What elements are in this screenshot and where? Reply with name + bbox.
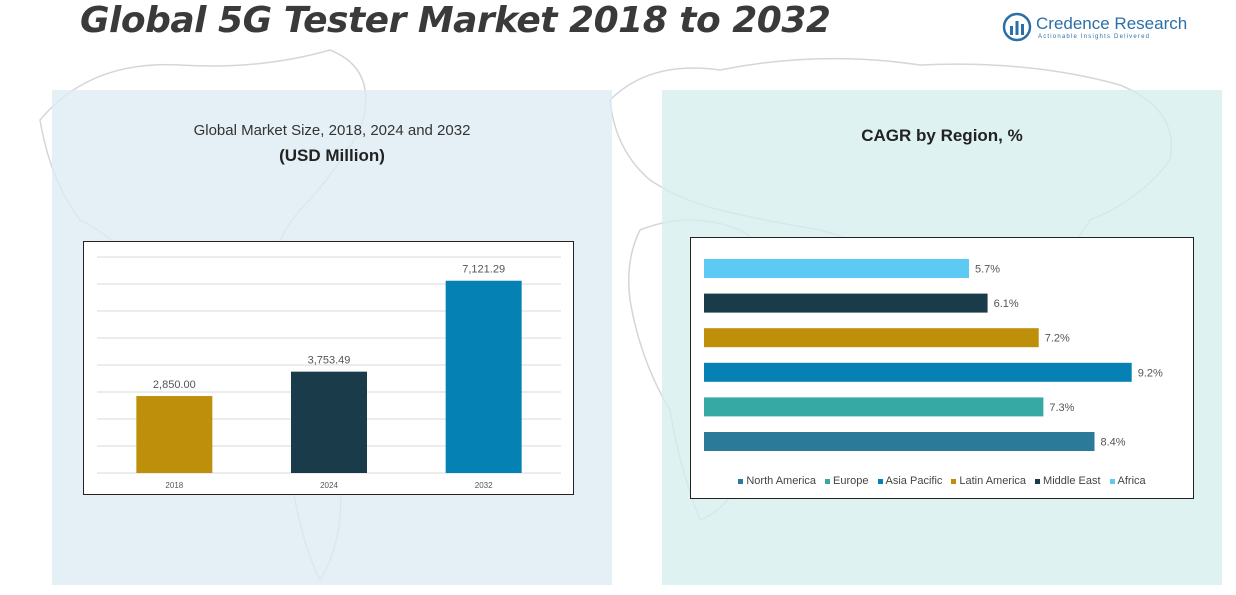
legend-item: Asia Pacific bbox=[877, 475, 943, 487]
logo-bars-icon bbox=[1002, 12, 1032, 42]
legend-label: North America bbox=[746, 475, 817, 487]
logo-tagline: Actionable Insights Delivered bbox=[1038, 34, 1151, 40]
bar-middle-east bbox=[704, 293, 988, 313]
x-tick-label: 2024 bbox=[320, 481, 338, 490]
legend-swatch bbox=[1109, 478, 1115, 484]
x-tick-label: 2032 bbox=[475, 481, 493, 490]
bar-value-label: 7,121.29 bbox=[462, 264, 505, 276]
cagr-horizontal-bar-chart: 5.7% 6.1% 7.2% 9.2% 7.3% 8.4% bbox=[704, 259, 1163, 451]
market-size-chart-frame: 2,850.00 2018 3,753.49 2024 7,121.29 2032 bbox=[83, 241, 574, 495]
credence-research-logo: Credence Research Actionable Insights De… bbox=[1002, 12, 1202, 46]
market-size-chart-subtitle: (USD Million) bbox=[279, 146, 385, 165]
legend-swatch bbox=[1035, 478, 1041, 484]
legend-item: Europe bbox=[825, 475, 869, 487]
legend-item: Africa bbox=[1109, 475, 1146, 487]
legend-swatch bbox=[951, 478, 957, 484]
bar-value-label: 2,850.00 bbox=[153, 379, 196, 391]
legend-label: Europe bbox=[833, 475, 869, 487]
logo-name: Credence Research bbox=[1036, 14, 1188, 33]
page-title: Global 5G Tester Market 2018 to 2032 bbox=[80, 0, 831, 41]
bar-2024 bbox=[291, 371, 367, 473]
bar-value-label: 7.3% bbox=[1049, 402, 1074, 414]
bar-value-label: 6.1% bbox=[994, 298, 1019, 310]
legend-label: Asia Pacific bbox=[885, 475, 943, 487]
bar-2018 bbox=[136, 396, 213, 473]
bar-europe bbox=[704, 397, 1044, 417]
legend-label: Middle East bbox=[1043, 475, 1101, 487]
bar-africa bbox=[704, 259, 969, 278]
bar-latin-america bbox=[704, 328, 1039, 348]
legend-label: Africa bbox=[1117, 475, 1146, 487]
bar-north-america bbox=[704, 432, 1095, 451]
legend-item: Middle East bbox=[1035, 475, 1101, 487]
legend-swatch bbox=[825, 478, 831, 484]
legend-item: North America bbox=[738, 475, 816, 487]
legend-swatch bbox=[738, 478, 744, 484]
bar-value-label: 7.2% bbox=[1045, 333, 1070, 345]
cagr-legend: North America Europe Asia Pacific Latin Ame… bbox=[690, 475, 1194, 487]
legend-item: Latin America bbox=[951, 475, 1026, 487]
cagr-chart-frame: 5.7% 6.1% 7.2% 9.2% 7.3% 8.4% bbox=[690, 237, 1194, 499]
cagr-chart-title: CAGR by Region, % bbox=[861, 126, 1023, 145]
market-size-chart-title: Global Market Size, 2018, 2024 and 2032 bbox=[193, 122, 471, 139]
x-tick-label: 2018 bbox=[165, 481, 183, 490]
bar-asia-pacific bbox=[704, 362, 1132, 382]
bar-value-label: 8.4% bbox=[1101, 437, 1126, 449]
market-size-bar-chart: 2,850.00 2018 3,753.49 2024 7,121.29 2032 bbox=[97, 256, 561, 490]
bar-2032 bbox=[445, 280, 522, 473]
legend-swatch bbox=[877, 478, 883, 484]
legend-label: Latin America bbox=[959, 475, 1027, 487]
bar-value-label: 5.7% bbox=[975, 264, 1000, 276]
bar-value-label: 3,753.49 bbox=[308, 355, 351, 367]
bar-value-label: 9.2% bbox=[1138, 367, 1163, 379]
